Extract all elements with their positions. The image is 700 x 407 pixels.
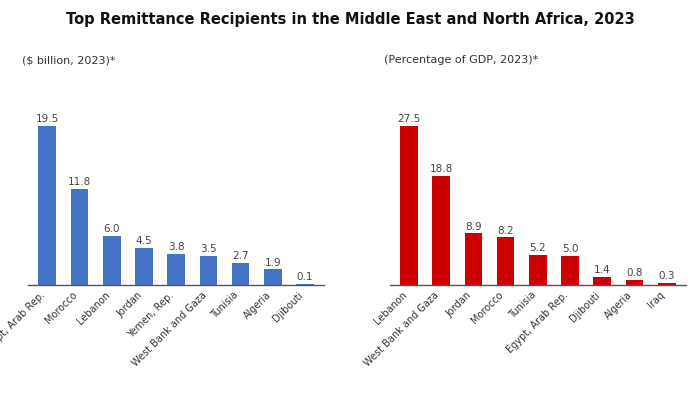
Bar (626, 280, 643, 285)
Bar (465, 234, 482, 285)
Bar (232, 263, 249, 285)
Text: 19.5: 19.5 (36, 114, 59, 124)
Text: ($ billion, 2023)*: ($ billion, 2023)* (22, 55, 116, 65)
Text: 0.3: 0.3 (659, 271, 675, 281)
Bar (199, 256, 217, 285)
Bar (71, 189, 88, 285)
Text: 0.1: 0.1 (297, 272, 314, 282)
Bar (658, 283, 676, 285)
Text: 2.7: 2.7 (232, 251, 249, 261)
Text: 5.2: 5.2 (529, 243, 546, 253)
Text: 27.5: 27.5 (398, 114, 421, 124)
Text: (Percentage of GDP, 2023)*: (Percentage of GDP, 2023)* (384, 55, 538, 65)
Bar (264, 269, 281, 285)
Bar (38, 126, 56, 285)
Text: 0.8: 0.8 (626, 268, 643, 278)
Bar (103, 236, 120, 285)
Text: Top Remittance Recipients in the Middle East and North Africa, 2023: Top Remittance Recipients in the Middle … (66, 12, 634, 27)
Bar (296, 284, 314, 285)
Text: 18.8: 18.8 (430, 164, 453, 174)
Bar (594, 277, 611, 285)
Text: 3.8: 3.8 (168, 242, 185, 252)
Text: 8.9: 8.9 (465, 221, 482, 232)
Bar (497, 238, 514, 285)
Text: 6.0: 6.0 (104, 224, 120, 234)
Bar (135, 248, 153, 285)
Text: 5.0: 5.0 (562, 244, 578, 254)
Bar (167, 254, 185, 285)
Bar (561, 256, 579, 285)
Bar (400, 126, 418, 285)
Bar (433, 176, 450, 285)
Bar (529, 255, 547, 285)
Text: 1.4: 1.4 (594, 265, 610, 275)
Text: 11.8: 11.8 (68, 177, 91, 187)
Text: 1.9: 1.9 (265, 258, 281, 267)
Text: 8.2: 8.2 (497, 225, 514, 236)
Text: 3.5: 3.5 (200, 245, 217, 254)
Text: 4.5: 4.5 (136, 236, 153, 246)
